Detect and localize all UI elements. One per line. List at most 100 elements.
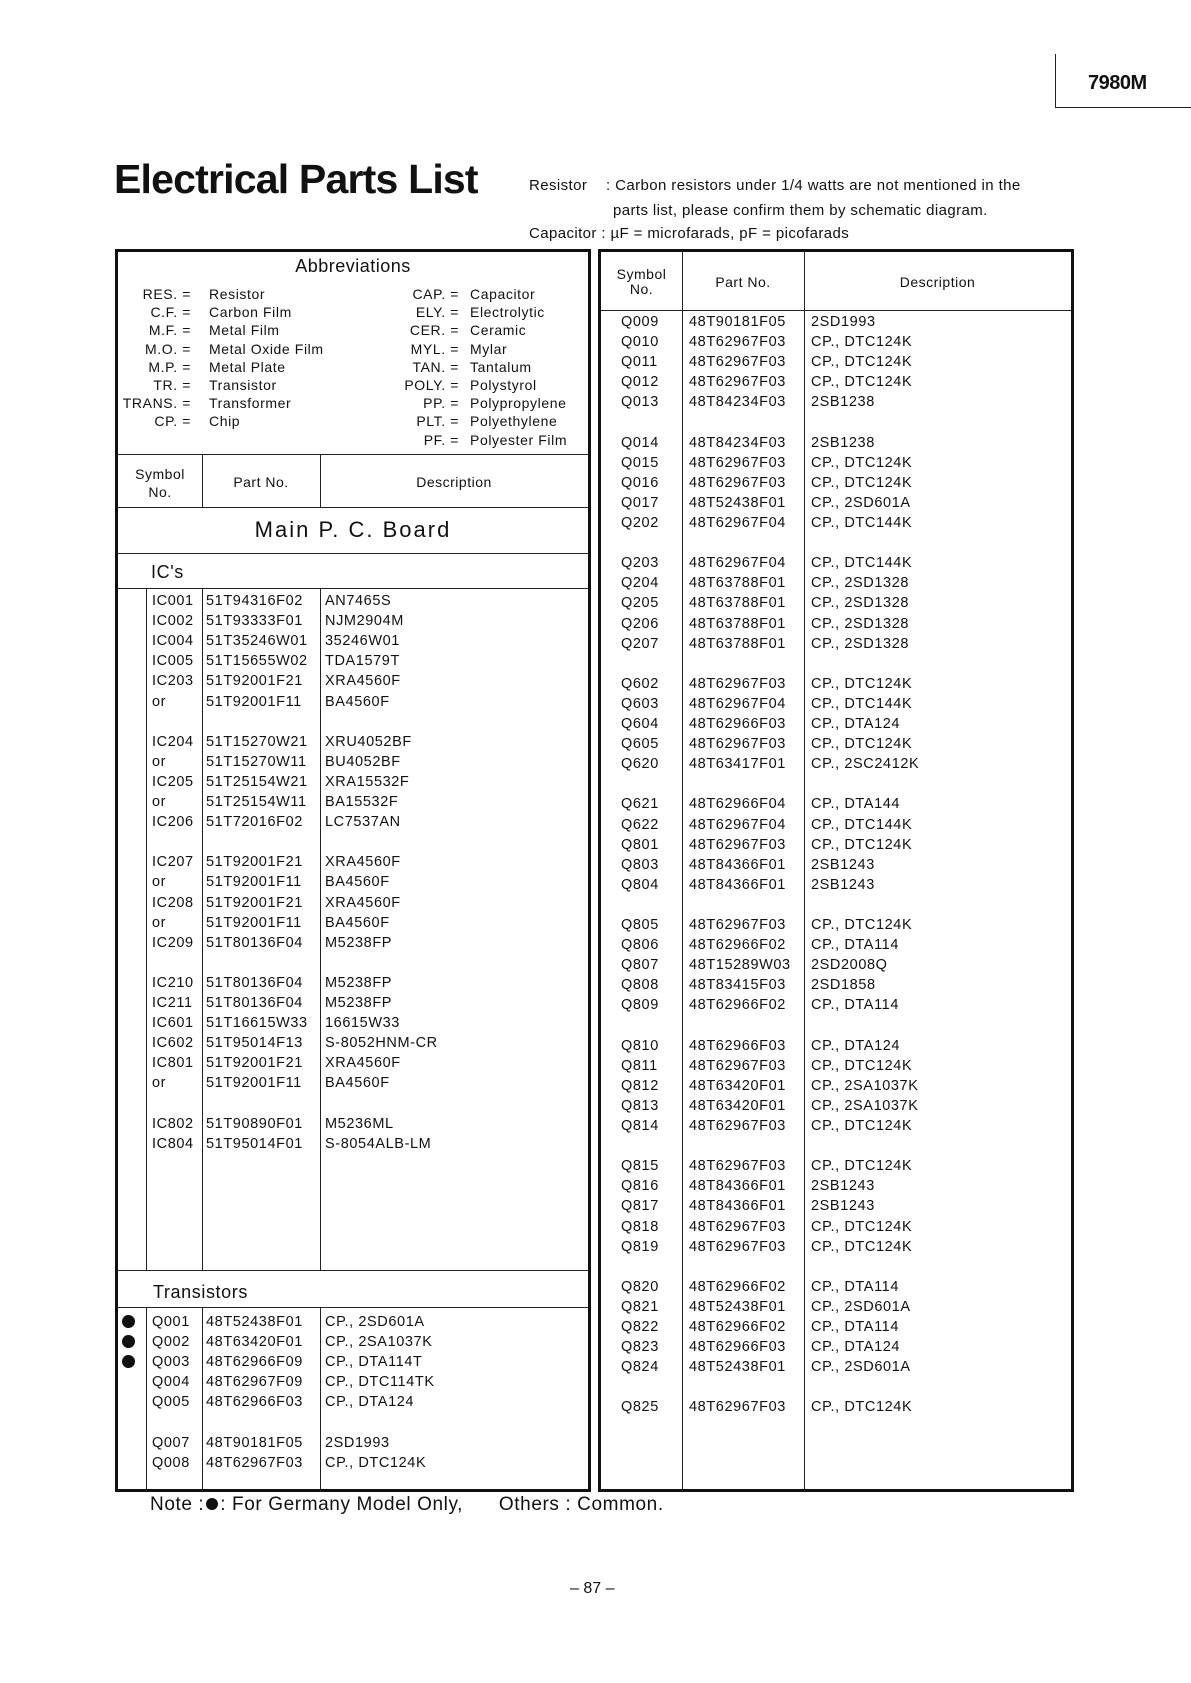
description: XRA15532F	[325, 773, 410, 790]
part-no: 48T63420F01	[689, 1097, 786, 1114]
symbol-no: Q014	[621, 434, 659, 451]
symbol-no: Q620	[621, 756, 659, 773]
description: 2SB1243	[811, 1198, 875, 1215]
part-no: 51T93333F01	[206, 613, 303, 630]
abbr-key: CP. =	[154, 413, 191, 430]
abbr-key: TAN. =	[412, 358, 459, 375]
symbol-no: Q804	[621, 876, 659, 893]
part-no: 48T62966F03	[689, 1037, 786, 1054]
description: 2SD1993	[811, 314, 876, 330]
description: 2SB1238	[811, 394, 875, 411]
symbol-no: or	[152, 693, 167, 710]
part-no: 48T63788F01	[689, 575, 786, 592]
description: CP., 2SD601A	[811, 1298, 911, 1315]
description: CP., DTA144	[811, 796, 901, 813]
description: 16615W33	[325, 1015, 400, 1032]
symbol-no: Q814	[621, 1118, 659, 1134]
description: CP., DTC124K	[811, 1218, 913, 1235]
col-part-no: Part No.	[715, 274, 771, 290]
others-note: Others : Common.	[498, 1494, 664, 1515]
description: CP., DTC124K	[811, 1057, 913, 1074]
part-no: 48T62967F03	[689, 675, 786, 692]
description: BA4560F	[325, 874, 390, 891]
part-no: 48T62967F03	[689, 334, 786, 351]
symbol-no: Q001	[152, 1314, 190, 1330]
description: XRA4560F	[325, 894, 401, 911]
part-no: 51T95014F01	[206, 1135, 303, 1152]
description: CP., DTC124K	[811, 354, 913, 371]
symbol-no: IC207	[152, 854, 194, 871]
part-no: 51T95014F13	[206, 1035, 303, 1052]
description: CP., DTA114	[811, 1319, 899, 1335]
resistor-label: Resistor	[529, 177, 588, 194]
part-no: 48T15289W03	[689, 957, 791, 974]
description: S-8052HNM-CR	[325, 1035, 438, 1052]
symbol-no: Q011	[621, 354, 658, 371]
symbol-no: Q015	[621, 454, 659, 471]
part-no: 51T25154W11	[206, 794, 307, 810]
abbr-key: CAP. =	[412, 286, 459, 302]
part-no: 48T62967F04	[689, 695, 786, 712]
part-no: 48T62967F03	[689, 474, 786, 491]
page-number: – 87 –	[570, 1580, 615, 1597]
abbr-value: Capacitor	[470, 286, 536, 302]
symbol-no: Q809	[621, 997, 659, 1014]
abbr-value: Metal Film	[209, 322, 280, 339]
description: 2SD1993	[325, 1434, 390, 1451]
abbr-value: Tantalum	[470, 358, 532, 375]
abbr-value: Polyethylene	[470, 413, 558, 430]
description: BA4560F	[325, 1075, 390, 1092]
part-no: 48T62967F03	[689, 354, 786, 371]
description: CP., DTC124K	[811, 836, 913, 853]
description: BA4560F	[325, 914, 390, 931]
capacitor-note: Capacitor : µF = microfarads, pF = picof…	[529, 225, 850, 242]
part-no: 48T63417F01	[689, 756, 786, 773]
abbr-value: Polystyrol	[470, 377, 537, 393]
symbol-no: IC204	[152, 733, 194, 750]
part-no: 48T90181F05	[689, 314, 786, 330]
description: CP., DTC124K	[811, 1399, 913, 1416]
part-no: 48T62966F03	[206, 1394, 303, 1411]
symbol-no: IC602	[152, 1035, 194, 1052]
ic-section-title: IC's	[151, 562, 184, 582]
symbol-no: IC802	[152, 1115, 194, 1132]
description: CP., 2SD1328	[811, 615, 910, 632]
part-no: 48T62966F02	[689, 937, 786, 954]
abbr-key: M.O. =	[145, 340, 191, 357]
model-number: 7980M	[1088, 72, 1147, 94]
part-no: 51T80136F04	[206, 974, 303, 991]
abbr-value: Transformer	[209, 395, 292, 412]
symbol-no: Q605	[621, 736, 659, 753]
description: CP., 2SD601A	[811, 1359, 911, 1376]
description: CP., DTC124K	[811, 334, 913, 351]
description: CP., DTC124K	[811, 675, 913, 692]
part-no: 48T62967F03	[689, 374, 786, 391]
board-title: Main P. C. Board	[254, 517, 452, 542]
part-no: 48T62966F09	[206, 1354, 303, 1371]
description: CP., DTC114TK	[325, 1374, 435, 1391]
description: CP., DTC144K	[811, 695, 913, 712]
abbr-key: M.F. =	[148, 322, 191, 339]
part-no: 48T84234F03	[689, 394, 786, 411]
description: CP., 2SC2412K	[811, 756, 920, 773]
part-no: 48T63788F01	[689, 635, 786, 652]
symbol-no: Q010	[621, 334, 659, 351]
col-symbol-2: No.	[629, 281, 654, 297]
symbol-no: Q822	[621, 1319, 659, 1335]
symbol-no: Q813	[621, 1097, 659, 1114]
symbol-no: Q805	[621, 917, 659, 933]
description: BA4560F	[325, 693, 390, 710]
description: CP., DTA114T	[325, 1354, 423, 1371]
col-symbol-1: Symbol	[616, 266, 667, 282]
description: TDA1579T	[325, 653, 400, 670]
part-no: 51T92001F11	[206, 1075, 302, 1092]
part-no: 48T62967F03	[689, 1399, 786, 1416]
description: CP., DTC124K	[811, 374, 913, 391]
description: CP., 2SA1037K	[811, 1077, 919, 1094]
note-label: Note :	[150, 1494, 205, 1515]
description: CP., DTA114	[811, 1278, 899, 1295]
description: 2SD2008Q	[811, 957, 888, 974]
germany-only-bullet-icon	[122, 1335, 135, 1349]
description: M5238FP	[325, 934, 393, 951]
description: CP., DTA124	[325, 1394, 415, 1411]
